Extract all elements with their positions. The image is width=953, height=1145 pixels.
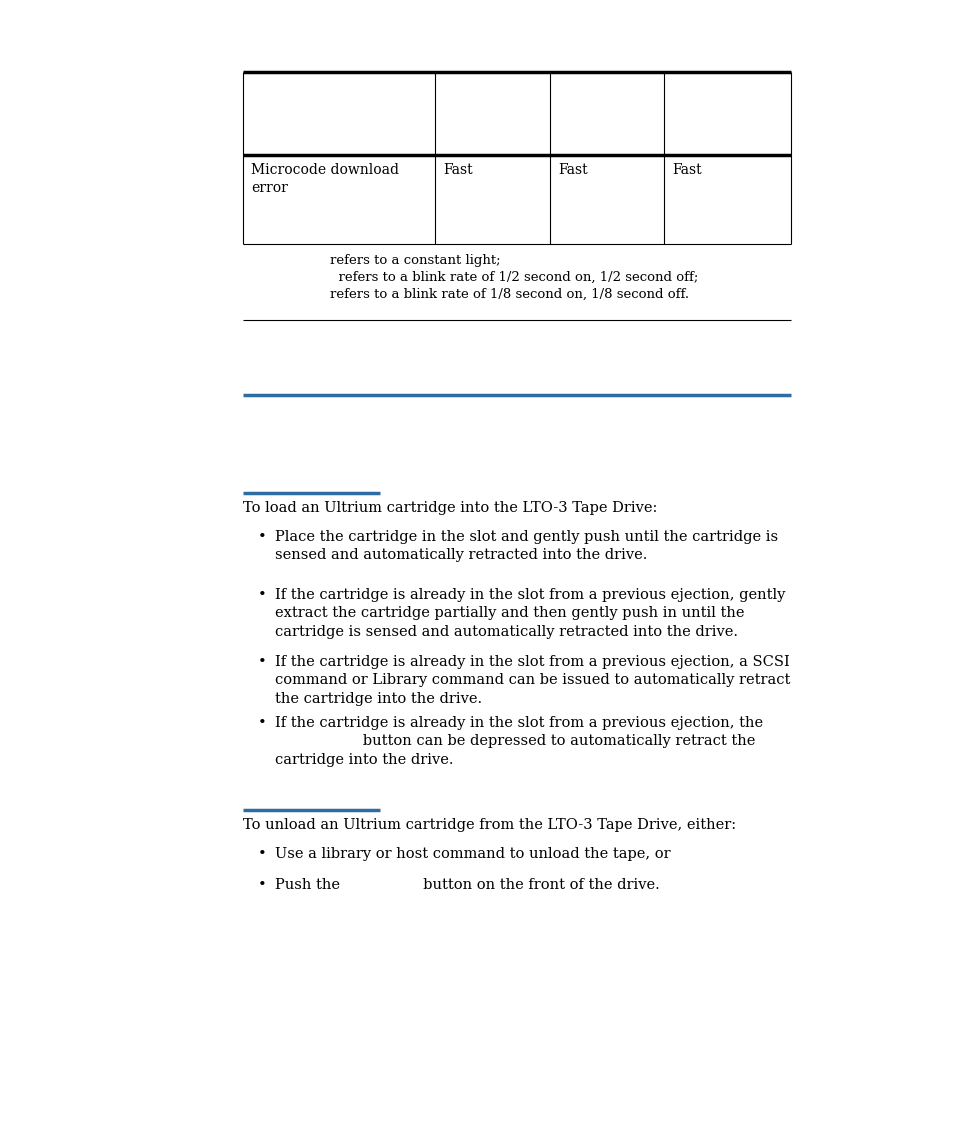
- Text: To load an Ultrium cartridge into the LTO-3 Tape Drive:: To load an Ultrium cartridge into the LT…: [243, 502, 657, 515]
- Text: •: •: [257, 716, 267, 731]
- Text: If the cartridge is already in the slot from a previous ejection, gently
extract: If the cartridge is already in the slot …: [274, 589, 784, 639]
- Text: •: •: [257, 530, 267, 544]
- Text: •: •: [257, 878, 267, 892]
- Text: Place the cartridge in the slot and gently push until the cartridge is
sensed an: Place the cartridge in the slot and gent…: [274, 530, 778, 562]
- Text: Push the                  button on the front of the drive.: Push the button on the front of the driv…: [274, 878, 659, 892]
- Text: •: •: [257, 589, 267, 602]
- Text: Fast: Fast: [558, 163, 587, 177]
- Text: •: •: [257, 847, 267, 861]
- Text: Fast: Fast: [442, 163, 472, 177]
- Text: refers to a blink rate of 1/8 second on, 1/8 second off.: refers to a blink rate of 1/8 second on,…: [330, 289, 688, 301]
- Text: •: •: [257, 655, 267, 669]
- Text: If the cartridge is already in the slot from a previous ejection, the
          : If the cartridge is already in the slot …: [274, 716, 762, 767]
- Text: To unload an Ultrium cartridge from the LTO-3 Tape Drive, either:: To unload an Ultrium cartridge from the …: [243, 818, 736, 832]
- Text: Fast: Fast: [671, 163, 700, 177]
- Text: Microcode download
error: Microcode download error: [251, 163, 398, 196]
- Text: If the cartridge is already in the slot from a previous ejection, a SCSI
command: If the cartridge is already in the slot …: [274, 655, 789, 705]
- Text: refers to a constant light;: refers to a constant light;: [330, 254, 500, 267]
- Text: Use a library or host command to unload the tape, or: Use a library or host command to unload …: [274, 847, 670, 861]
- Text: refers to a blink rate of 1/2 second on, 1/2 second off;: refers to a blink rate of 1/2 second on,…: [330, 271, 698, 284]
